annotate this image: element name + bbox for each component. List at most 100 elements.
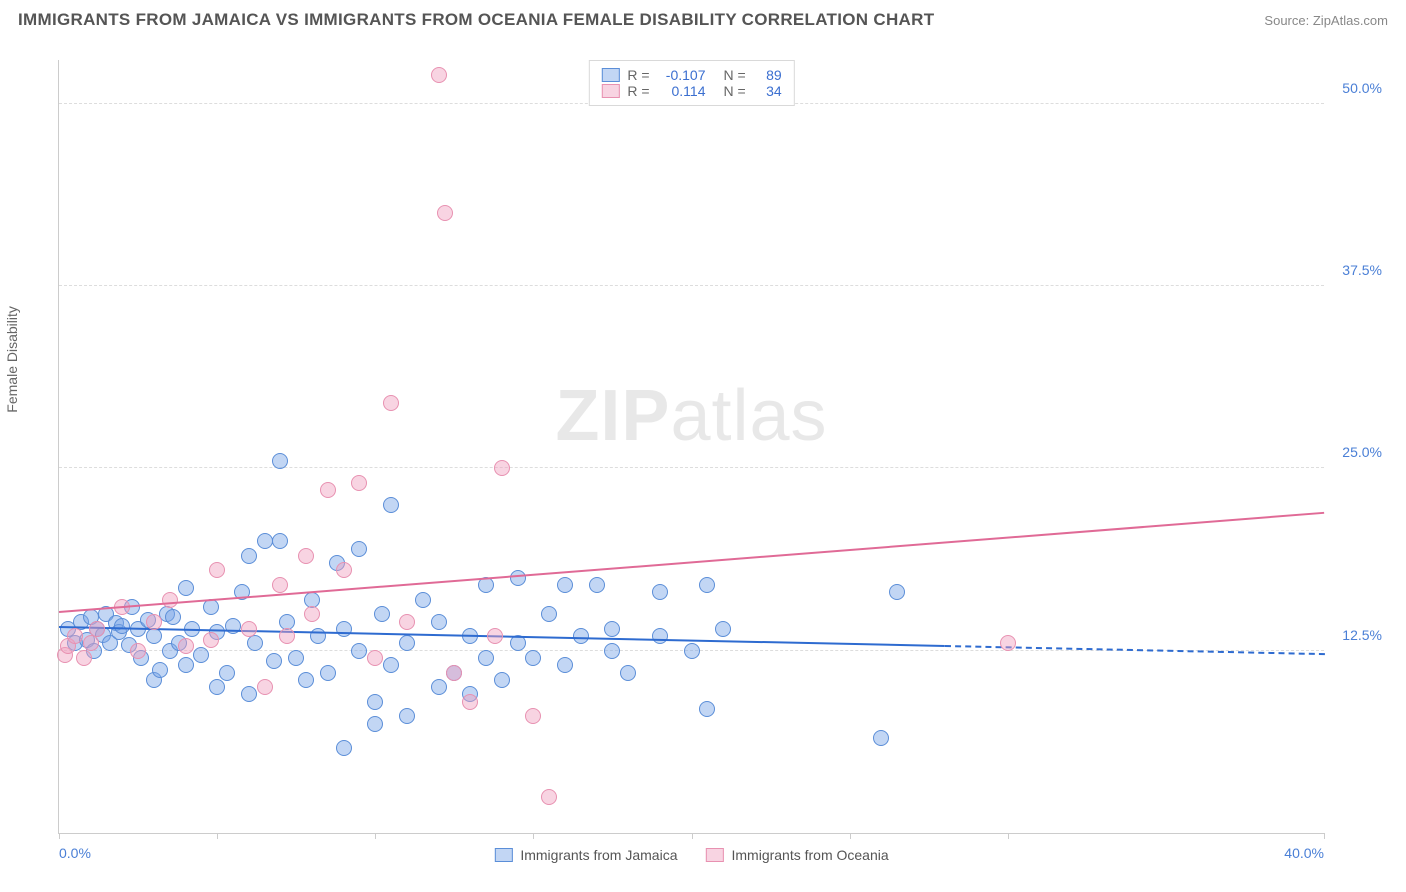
data-point xyxy=(367,694,383,710)
data-point xyxy=(241,548,257,564)
data-point xyxy=(272,577,288,593)
legend-n-value: 89 xyxy=(754,67,782,83)
y-tick-label: 50.0% xyxy=(1342,80,1382,96)
legend-row: R =0.114N =34 xyxy=(601,83,781,99)
data-point xyxy=(320,665,336,681)
data-point xyxy=(487,628,503,644)
watermark-bold: ZIP xyxy=(555,376,670,456)
data-point xyxy=(525,650,541,666)
legend-swatch xyxy=(601,68,619,82)
series-legend-item: Immigrants from Jamaica xyxy=(494,847,677,863)
x-tick xyxy=(59,833,60,839)
data-point xyxy=(114,618,130,634)
data-point xyxy=(241,621,257,637)
plot-area: ZIPatlas R =-0.107N =89R =0.114N =34 Imm… xyxy=(58,60,1324,834)
data-point xyxy=(367,716,383,732)
data-point xyxy=(462,694,478,710)
data-point xyxy=(351,541,367,557)
data-point xyxy=(320,482,336,498)
data-point xyxy=(652,628,668,644)
data-point xyxy=(399,614,415,630)
x-tick xyxy=(375,833,376,839)
data-point xyxy=(178,638,194,654)
legend-swatch xyxy=(601,84,619,98)
data-point xyxy=(272,453,288,469)
legend-r-label: R = xyxy=(627,83,649,99)
data-point xyxy=(383,497,399,513)
data-point xyxy=(557,577,573,593)
data-point xyxy=(257,679,273,695)
data-point xyxy=(510,570,526,586)
data-point xyxy=(257,533,273,549)
data-point xyxy=(399,708,415,724)
grid-line xyxy=(59,285,1324,286)
data-point xyxy=(351,475,367,491)
legend-row: R = -0.107 N = 89 xyxy=(601,67,781,83)
data-point xyxy=(494,672,510,688)
data-point xyxy=(76,650,92,666)
correlation-legend: R =-0.107N =89R =0.114N =34 xyxy=(588,60,794,106)
data-point xyxy=(209,679,225,695)
data-point xyxy=(178,657,194,673)
data-point xyxy=(415,592,431,608)
data-point xyxy=(193,647,209,663)
source-link[interactable]: ZipAtlas.com xyxy=(1313,13,1388,28)
legend-r-label: R = xyxy=(627,67,649,83)
source-label: Source: xyxy=(1264,13,1309,28)
data-point xyxy=(478,650,494,666)
legend-n-label: N = xyxy=(724,67,746,83)
legend-r-value: -0.107 xyxy=(658,67,706,83)
data-point xyxy=(367,650,383,666)
x-tick xyxy=(217,833,218,839)
grid-line xyxy=(59,467,1324,468)
x-tick xyxy=(850,833,851,839)
data-point xyxy=(873,730,889,746)
data-point xyxy=(336,621,352,637)
watermark-rest: atlas xyxy=(670,376,827,456)
data-point xyxy=(494,460,510,476)
data-point xyxy=(279,628,295,644)
data-point xyxy=(383,657,399,673)
data-point xyxy=(288,650,304,666)
legend-swatch xyxy=(705,848,723,862)
data-point xyxy=(162,592,178,608)
series-legend-item: Immigrants from Oceania xyxy=(705,847,888,863)
data-point xyxy=(431,67,447,83)
data-point xyxy=(130,643,146,659)
data-point xyxy=(437,205,453,221)
data-point xyxy=(298,548,314,564)
legend-n-value: 34 xyxy=(754,83,782,99)
y-axis-label: Female Disability xyxy=(4,306,20,413)
data-point xyxy=(525,708,541,724)
x-tick-label: 0.0% xyxy=(59,845,91,861)
data-point xyxy=(336,740,352,756)
x-tick xyxy=(533,833,534,839)
data-point xyxy=(715,621,731,637)
x-tick xyxy=(1324,833,1325,839)
y-tick-label: 37.5% xyxy=(1342,262,1382,278)
data-point xyxy=(152,662,168,678)
chart-title: IMMIGRANTS FROM JAMAICA VS IMMIGRANTS FR… xyxy=(18,10,934,30)
y-tick-label: 12.5% xyxy=(1342,627,1382,643)
x-tick xyxy=(1008,833,1009,839)
chart-header: IMMIGRANTS FROM JAMAICA VS IMMIGRANTS FR… xyxy=(0,0,1406,36)
series-legend: Immigrants from Jamaica Immigrants from O… xyxy=(494,847,888,863)
data-point xyxy=(272,533,288,549)
data-point xyxy=(374,606,390,622)
data-point xyxy=(399,635,415,651)
data-point xyxy=(604,643,620,659)
data-point xyxy=(219,665,235,681)
data-point xyxy=(557,657,573,673)
data-point xyxy=(684,643,700,659)
x-tick xyxy=(692,833,693,839)
data-point xyxy=(336,562,352,578)
data-point xyxy=(298,672,314,688)
data-point xyxy=(699,701,715,717)
data-point xyxy=(203,632,219,648)
data-point xyxy=(1000,635,1016,651)
legend-n-label: N = xyxy=(724,83,746,99)
data-point xyxy=(351,643,367,659)
data-point xyxy=(89,621,105,637)
data-point xyxy=(889,584,905,600)
data-point xyxy=(304,606,320,622)
